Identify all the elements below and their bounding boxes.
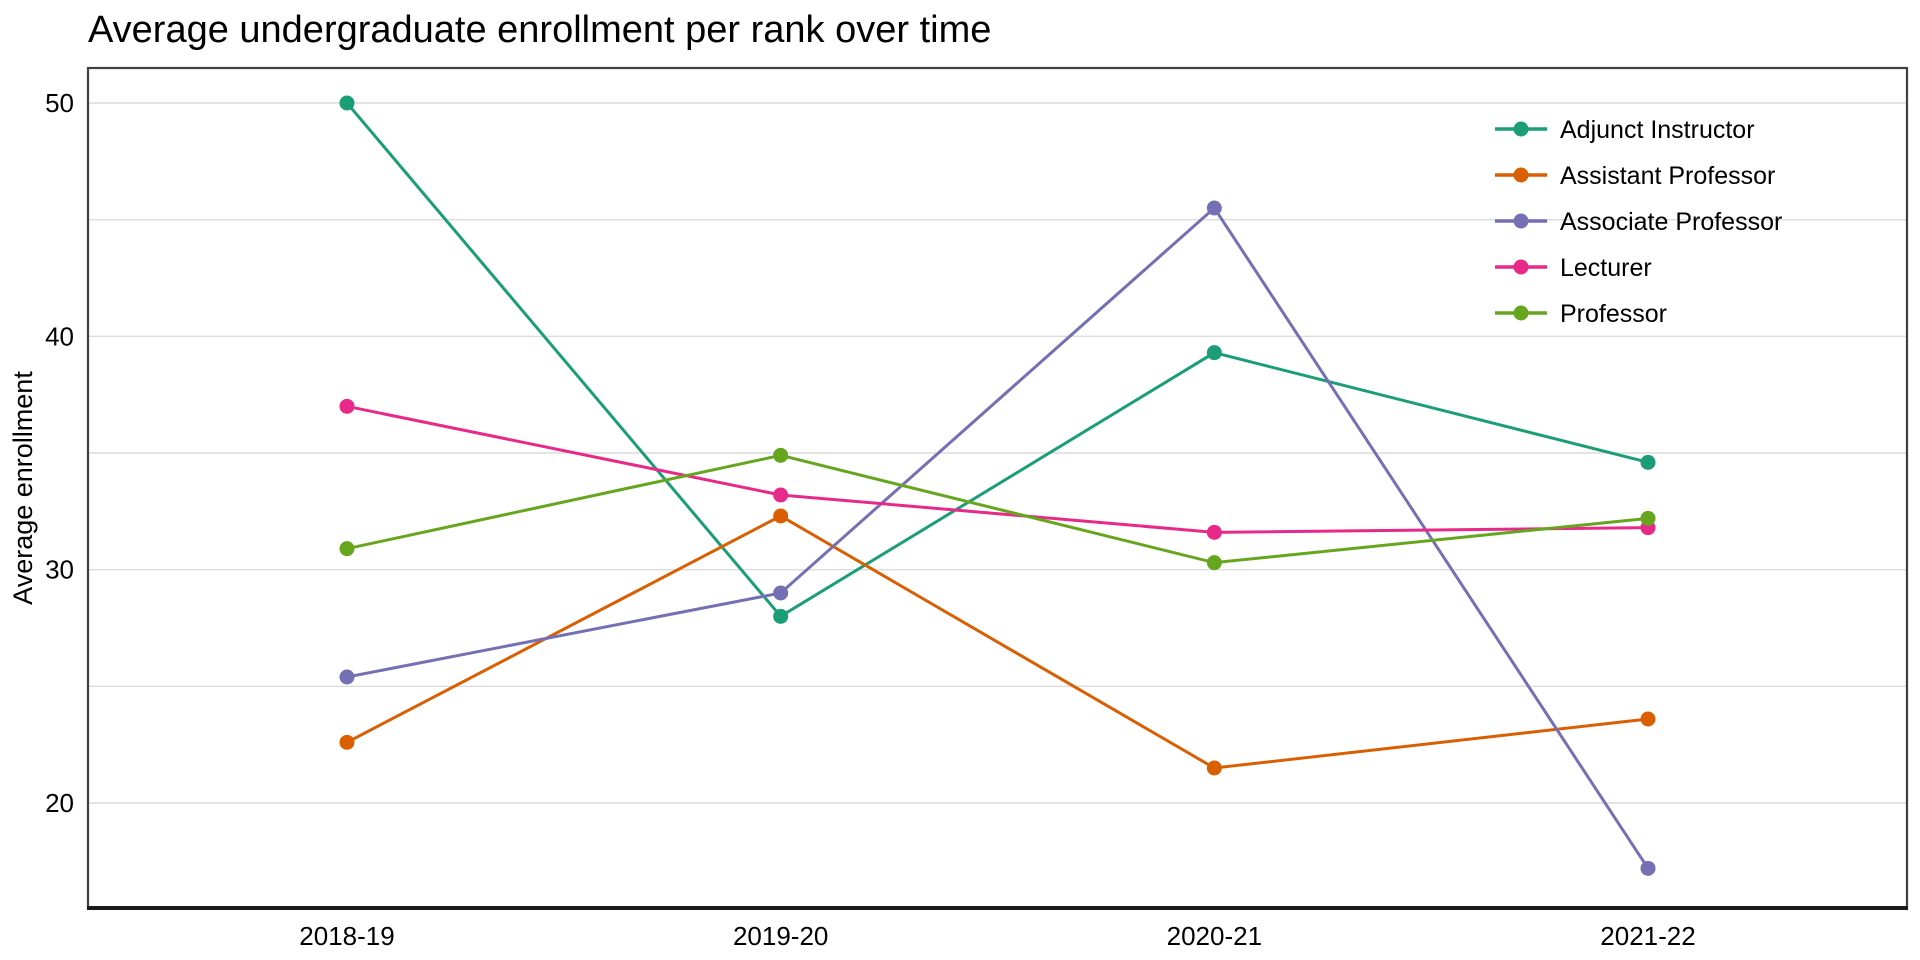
x-tick-label: 2018-19: [299, 921, 394, 951]
x-tick-label: 2020-21: [1167, 921, 1262, 951]
legend-marker-dot: [1513, 213, 1529, 229]
legend-marker-dot: [1513, 121, 1529, 137]
series-assistant-professor: [339, 508, 1656, 776]
series-adjunct-instructor: [339, 95, 1656, 624]
legend-item-professor: Professor: [1495, 300, 1667, 328]
data-point: [1640, 711, 1656, 727]
y-tick-label: 30: [45, 555, 74, 585]
series-line: [345, 205, 1650, 870]
data-point: [1640, 454, 1656, 470]
data-point: [773, 508, 789, 524]
data-point: [1206, 555, 1222, 571]
legend-item-assistant-professor: Assistant Professor: [1495, 162, 1775, 190]
legend-label: Associate Professor: [1560, 208, 1782, 236]
series-line: [345, 514, 1650, 770]
series-lecturer: [339, 398, 1656, 540]
legend-item-adjunct-instructor: Adjunct Instructor: [1495, 116, 1755, 144]
legend-label: Assistant Professor: [1560, 162, 1775, 190]
legend-marker-dot: [1513, 167, 1529, 183]
panel-border: [86, 66, 1909, 910]
data-point: [1206, 200, 1222, 216]
x-tick-label: 2021-22: [1600, 921, 1695, 951]
legend-label: Lecturer: [1560, 254, 1652, 282]
legend: Adjunct Instructor Assistant Professor Ass…: [1495, 116, 1782, 328]
data-point: [1206, 524, 1222, 540]
data-point: [339, 734, 355, 750]
data-point: [1206, 345, 1222, 361]
data-point: [339, 398, 355, 414]
legend-item-lecturer: Lecturer: [1495, 254, 1652, 282]
series-professor: [339, 447, 1656, 571]
y-axis-label: Average enrollment: [8, 371, 38, 605]
series-line: [345, 453, 1650, 565]
gridlines: [88, 102, 1907, 804]
data-point: [339, 541, 355, 557]
data-point: [339, 669, 355, 685]
data-point: [339, 95, 355, 111]
legend-label: Professor: [1560, 300, 1667, 328]
data-point: [773, 447, 789, 463]
legend-marker-dot: [1513, 305, 1529, 321]
legend-label: Adjunct Instructor: [1560, 116, 1755, 144]
series-line: [345, 404, 1650, 534]
legend-item-associate-professor: Associate Professor: [1495, 208, 1782, 236]
data-point: [1640, 860, 1656, 876]
legend-marker-dot: [1513, 259, 1529, 275]
data-point: [773, 487, 789, 503]
series-lines: [339, 95, 1656, 876]
y-tick-label: 20: [45, 788, 74, 818]
y-tick-label: 50: [45, 88, 74, 118]
plot-frame: [86, 66, 1909, 910]
y-tick-labels: 20 30 40 50: [45, 88, 74, 818]
data-point: [1640, 510, 1656, 526]
data-point: [773, 585, 789, 601]
chart-title: Average undergraduate enrollment per ran…: [88, 9, 991, 51]
x-tick-label: 2019-20: [733, 921, 828, 951]
series-line: [345, 101, 1650, 619]
x-tick-labels: 2018-19 2019-20 2020-21 2021-22: [299, 921, 1695, 951]
series-associate-professor: [339, 200, 1656, 876]
data-point: [1206, 760, 1222, 776]
y-tick-label: 40: [45, 321, 74, 351]
data-point: [773, 608, 789, 624]
